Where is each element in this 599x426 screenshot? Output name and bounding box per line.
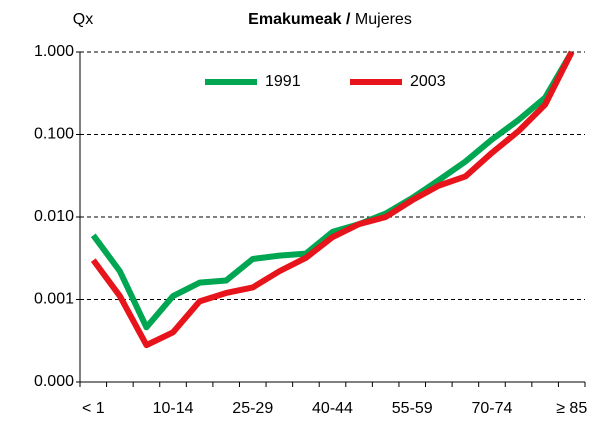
x-tick-label: < 1 [82,400,105,417]
x-tick-label: 25-29 [232,400,273,417]
x-tick-label: 55-59 [392,400,433,417]
y-tick-label: 0.100 [34,126,74,143]
x-tick-label: 40-44 [312,400,353,417]
chart-title: Emakumeak / Mujeres [248,11,412,28]
y-tick-label: 0.001 [34,291,74,308]
x-tick-label: 10-14 [153,400,194,417]
legend-label: 1991 [265,73,301,90]
x-tick-label: ≥ 85 [556,400,587,417]
data-line [90,50,575,331]
legend-label: 2003 [410,73,446,90]
title-bold: Emakumeak / [248,11,351,28]
data-line [90,50,575,349]
y-tick-label: 0.000 [34,373,74,390]
x-tick-label: 70-74 [472,400,513,417]
y-axis-label: Qx [73,11,93,28]
y-tick-label: 0.010 [34,208,74,225]
y-tick-label: 1.000 [34,43,74,60]
title-regular: Mujeres [355,11,412,28]
